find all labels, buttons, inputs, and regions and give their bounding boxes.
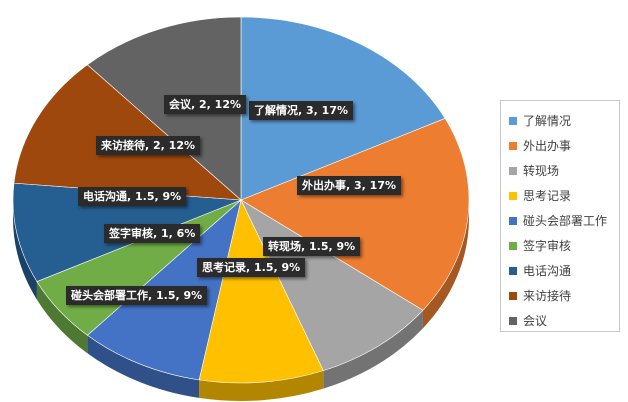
legend-item: 会议: [509, 308, 619, 333]
legend-swatch: [509, 166, 517, 175]
pie-side-思考记录: [199, 370, 324, 401]
legend-swatch: [509, 266, 517, 275]
legend-label: 来访接待: [523, 289, 572, 303]
legend-swatch: [509, 216, 517, 225]
legend-item: 了解情况: [509, 108, 619, 133]
pie-side-电话沟通: [13, 200, 37, 300]
pie-slice-来访接待: [13, 64, 242, 201]
data-label: 来访接待, 2, 12%: [96, 136, 200, 155]
legend-item: 签字审核: [509, 233, 619, 258]
legend-swatch: [509, 116, 517, 125]
pie-slice-思考记录: [198, 199, 324, 384]
legend-swatch: [509, 191, 517, 200]
data-label: 转现场, 1.5, 9%: [263, 237, 361, 256]
data-label: 电话沟通, 1.5, 9%: [78, 187, 187, 206]
legend-item: 思考记录: [509, 183, 619, 208]
legend-swatch: [509, 291, 517, 300]
legend-label: 转现场: [523, 164, 560, 178]
legend-item: 碰头会部署工作: [509, 208, 619, 233]
legend-swatch: [509, 316, 517, 325]
legend: 了解情况外出办事转现场思考记录碰头会部署工作 签字审核电话沟通来访接待会议: [500, 100, 620, 332]
legend-label: 外出办事: [523, 139, 572, 153]
legend-label: 碰头会部署工作: [523, 214, 608, 228]
legend-label: 电话沟通: [523, 264, 572, 278]
data-label: 外出办事, 3, 17%: [297, 176, 401, 195]
legend-label: 思考记录: [523, 189, 572, 203]
legend-item: 外出办事: [509, 133, 619, 158]
data-label: 了解情况, 3, 17%: [249, 101, 353, 120]
pie-side-碰头会部署工作: [87, 335, 200, 398]
legend-swatch: [509, 141, 517, 150]
data-label: 签字审核, 1, 6%: [104, 224, 201, 243]
data-label: 思考记录, 1.5, 9%: [197, 258, 306, 277]
legend-swatch: [509, 241, 517, 250]
legend-label: 签字审核: [523, 239, 572, 253]
data-label: 会议, 2, 12%: [164, 95, 246, 114]
legend-item: 电话沟通: [509, 258, 619, 283]
legend-item: 来访接待: [509, 283, 619, 308]
legend-item: 转现场: [509, 158, 619, 183]
data-label: 碰头会部署工作, 1.5, 9%: [66, 286, 208, 305]
legend-label: 了解情况: [523, 114, 572, 128]
legend-label: 会议: [523, 314, 548, 328]
pie-side-外出办事: [422, 200, 469, 329]
pie-slice-外出办事: [240, 118, 470, 311]
